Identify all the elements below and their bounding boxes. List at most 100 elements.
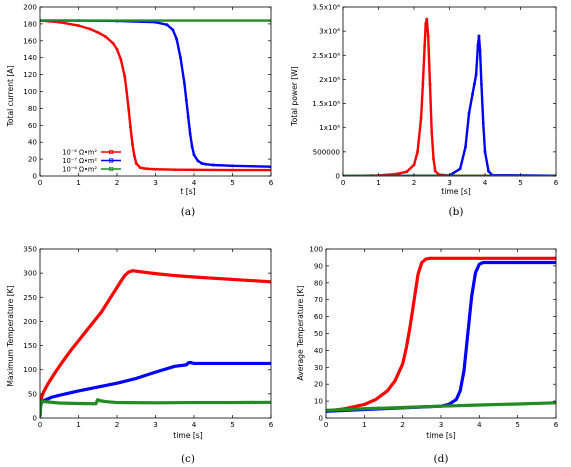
data-point-d-1-4 [385, 389, 389, 393]
data-point-b-2-11 [480, 82, 483, 86]
ylabel-c: Maximum Temperature [K] [6, 285, 15, 386]
y-tick-label-d-2: 20 [314, 380, 324, 389]
data-point-d-3-2 [401, 406, 405, 409]
data-point-a-1-2 [77, 24, 80, 28]
data-point-a-1-17 [142, 166, 146, 170]
data-point-a-2-15 [200, 161, 204, 165]
x-tick-label-b-3: 3 [447, 178, 452, 187]
y-tick-label-c-1: 50 [28, 389, 38, 398]
data-point-b-1-9 [423, 44, 427, 48]
data-point-d-3-4 [477, 403, 481, 407]
caption-a: (a) [181, 206, 195, 218]
y-tick-label-a-10: 200 [23, 3, 37, 12]
series-line-d-2 [326, 260, 556, 413]
data-point-d-1-13 [428, 256, 431, 260]
series-line-d-3 [326, 401, 556, 412]
data-point-c-3-10 [115, 401, 119, 404]
data-point-c-1-15 [130, 269, 134, 273]
y-tick-label-a-9: 180 [23, 19, 37, 28]
data-point-d-1-16 [516, 256, 520, 260]
data-point-d-2-11 [474, 271, 477, 275]
data-point-c-2-6 [77, 389, 80, 393]
data-point-a-1-10 [125, 90, 129, 93]
data-point-b-1-11 [425, 17, 429, 21]
y-tick-label-c-0: 0 [32, 414, 37, 423]
data-point-a-2-5 [171, 28, 175, 32]
x-tick-label-a-1: 1 [76, 178, 81, 187]
xlabel-a: t [s] [180, 187, 195, 196]
data-point-b-2-8 [476, 44, 480, 48]
data-point-b-2-5 [471, 92, 475, 96]
data-point-d-1-11 [420, 261, 424, 264]
y-tick-label-a-1: 20 [28, 155, 38, 164]
y-tick-label-c-5: 250 [23, 293, 37, 302]
y-tick-label-d-4: 40 [314, 346, 324, 355]
data-point-a-1-9 [123, 74, 127, 78]
data-point-c-2-10 [154, 370, 157, 374]
x-tick-label-c-5: 5 [230, 420, 235, 429]
caption-d: (d) [434, 453, 449, 465]
y-tick-label-c-3: 150 [23, 341, 37, 350]
data-point-c-1-7 [69, 348, 73, 352]
data-point-c-1-9 [88, 324, 92, 328]
x-tick-label-b-2: 2 [412, 178, 417, 187]
data-point-c-1-14 [127, 270, 131, 274]
data-point-b-2-7 [474, 73, 478, 77]
legend-marker-a-1 [109, 158, 114, 163]
legend-marker-a-0 [109, 149, 114, 155]
y-tick-label-a-4: 80 [28, 104, 38, 113]
data-point-b-2-3 [464, 145, 467, 149]
data-point-a-1-19 [154, 167, 157, 171]
data-point-d-2-7 [458, 389, 462, 393]
data-point-d-2-6 [454, 397, 458, 401]
data-point-a-2-12 [190, 144, 194, 148]
data-point-a-2-8 [182, 81, 186, 85]
x-tick-label-b-1: 1 [376, 178, 381, 187]
y-tick-label-d-1: 10 [314, 397, 324, 406]
data-point-d-2-16 [554, 261, 556, 264]
x-tick-label-a-6: 6 [269, 178, 274, 187]
series-line-c-1 [40, 269, 271, 418]
data-point-c-1-8 [77, 339, 80, 343]
xlabel-d: time [s] [426, 431, 455, 440]
y-tick-label-d-6: 60 [314, 312, 324, 321]
data-point-b-2-10 [478, 49, 482, 52]
x-tick-label-c-2: 2 [115, 420, 120, 429]
data-point-b-1-8 [421, 82, 425, 86]
y-tick-label-b-4: 2x10⁶ [319, 75, 340, 84]
x-tick-label-d-6: 6 [554, 420, 559, 429]
data-point-c-3-6 [94, 402, 98, 406]
y-tick-label-b-0: 0 [335, 172, 340, 181]
data-point-c-3-4 [57, 401, 61, 405]
x-tick-label-b-0: 0 [341, 178, 346, 187]
data-point-c-1-13 [123, 274, 127, 278]
data-point-c-2-9 [134, 376, 138, 380]
x-tick-label-c-4: 4 [192, 420, 197, 429]
data-point-a-1-14 [132, 154, 136, 158]
legend-marker-a-2 [109, 166, 114, 172]
data-point-d-2-15 [516, 261, 520, 264]
data-point-a-2-17 [211, 163, 215, 167]
data-point-a-1-6 [111, 41, 115, 45]
data-point-a-2-14 [196, 159, 200, 163]
data-point-a-1-18 [146, 167, 150, 171]
x-tick-label-d-0: 0 [324, 420, 329, 429]
data-point-a-2-6 [175, 37, 179, 41]
caption-c: (c) [181, 453, 195, 465]
data-point-b-1-10 [424, 22, 428, 26]
chart-b: Total power [W] time [s] (b) 0 1 2 3 4 5 6 0 500… [290, 3, 559, 219]
data-point-c-3-5 [77, 402, 80, 405]
plot-frame-d [325, 248, 557, 419]
data-point-b-2-4 [467, 111, 471, 115]
data-point-d-1-7 [405, 345, 408, 349]
data-point-d-1-12 [424, 257, 428, 261]
data-point-c-1-3 [42, 389, 46, 393]
legend-label-a-2: 10⁻⁶ Ω•m² [62, 165, 97, 173]
y-tick-label-a-5: 100 [23, 87, 37, 96]
chart-c: Maximum Temperature [K] time [s] (c) 0 1 2… [6, 245, 274, 466]
y-tick-label-d-7: 70 [314, 295, 324, 304]
y-tick-label-d-0: 0 [318, 414, 323, 423]
data-point-b-2-6 [472, 82, 476, 86]
data-point-c-1-11 [111, 291, 115, 295]
chart-d: Average Temperature [K] time [s] (d) 0 1 2… [296, 245, 559, 466]
